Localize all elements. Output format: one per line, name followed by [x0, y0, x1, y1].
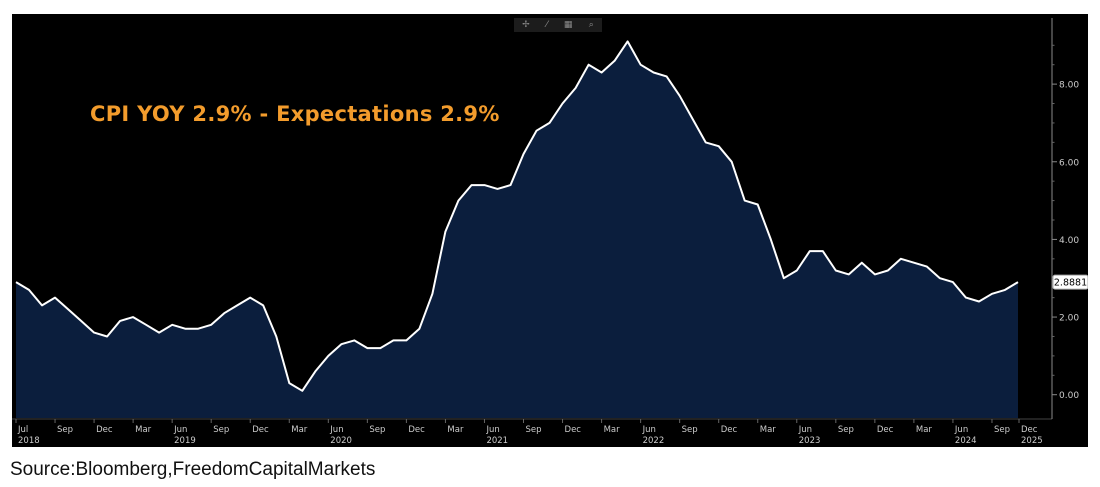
x-tick-label-month: Mar — [604, 425, 621, 435]
x-tick-label-month: Dec — [252, 425, 269, 435]
x-tick-label-month: Mar — [291, 425, 308, 435]
x-tick-label-year: 2019 — [174, 436, 196, 446]
x-tick-label-year: 2021 — [486, 436, 508, 446]
last-value-box — [1052, 274, 1088, 290]
x-tick-label-year: 2023 — [799, 436, 821, 446]
move-icon[interactable]: ✢ — [522, 20, 530, 30]
x-tick-label-month: Jun — [329, 425, 343, 435]
x-tick-label-month: Sep — [682, 425, 698, 435]
zoom-icon[interactable]: ⌕ — [588, 20, 594, 30]
x-tick-label-month: Dec — [408, 425, 425, 435]
y-tick-label: 8.00 — [1059, 81, 1079, 91]
x-tick-label-month: Dec — [565, 425, 582, 435]
x-tick-label-month: Sep — [994, 425, 1010, 435]
x-tick-label-month: Jul — [17, 425, 28, 435]
cpi-area-fill — [16, 41, 1018, 419]
x-tick-label-month: Mar — [916, 425, 933, 435]
x-tick-label-month: Dec — [1021, 425, 1038, 435]
x-tick-label-month: Jun — [798, 425, 812, 435]
x-tick-label-month: Mar — [135, 425, 152, 435]
y-tick-label: 2.00 — [1059, 314, 1079, 324]
chart-headline: CPI YOY 2.9% - Expectations 2.9% — [90, 102, 500, 126]
last-value-label: 2.8881 — [1054, 278, 1087, 289]
x-tick-label-month: Sep — [838, 425, 854, 435]
chart-panel: 8.00 6.00 4.00 2.00 0.00 2.8881 Jul 2018 Sep Dec M… — [12, 14, 1088, 447]
x-tick-label-month: Jun — [954, 425, 968, 435]
cpi-series-line — [15, 40, 1019, 392]
y-tick-label: 4.00 — [1059, 236, 1079, 246]
x-tick-label-month: Sep — [369, 425, 385, 435]
x-tick-label-month: Dec — [721, 425, 738, 435]
x-tick-label-month: Dec — [877, 425, 894, 435]
x-tick-label-month: Mar — [760, 425, 777, 435]
x-tick-label-month: Mar — [447, 425, 464, 435]
x-tick-label-month: Jun — [173, 425, 187, 435]
x-tick-label-year: 2018 — [18, 436, 40, 446]
x-tick-label-year: 2025 — [1021, 436, 1043, 446]
x-tick-label-month: Sep — [526, 425, 542, 435]
draw-icon[interactable]: ⁄ — [546, 20, 548, 30]
source-caption: Source:Bloomberg,FreedomCapitalMarkets — [10, 459, 376, 480]
x-tick-label-month: Dec — [96, 425, 113, 435]
x-tick-label-year: 2022 — [643, 436, 665, 446]
y-tick-label: 6.00 — [1059, 158, 1079, 168]
x-tick-label-year: 2020 — [330, 436, 352, 446]
x-tick-label-month: Jun — [642, 425, 656, 435]
x-tick-label-month: Sep — [57, 425, 73, 435]
x-tick-label-year: 2024 — [955, 436, 977, 446]
x-tick-label-month: Jun — [485, 425, 499, 435]
chart-toolbar: ✢ ⁄ ▦ ⌕ — [514, 18, 602, 32]
y-tick-label: 0.00 — [1059, 391, 1079, 401]
grid-icon[interactable]: ▦ — [563, 20, 573, 30]
x-tick-label-month: Sep — [213, 425, 229, 435]
